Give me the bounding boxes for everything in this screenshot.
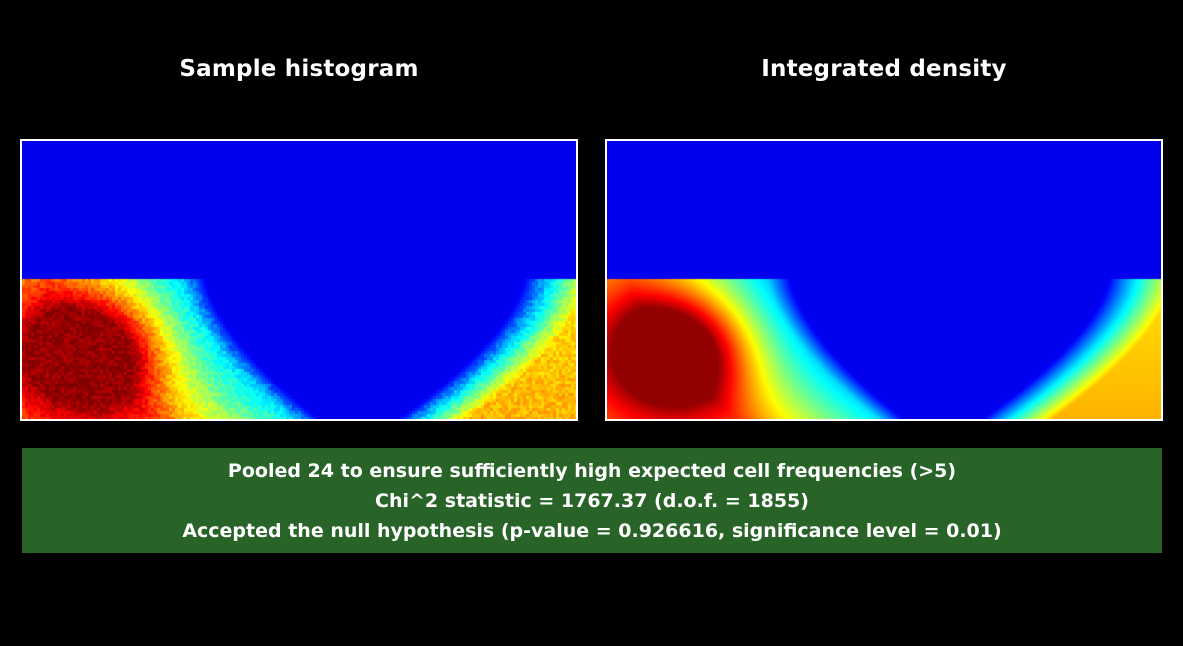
integrated-density-heatmap xyxy=(607,141,1161,419)
integrated-density-plot xyxy=(605,139,1163,421)
integrated-density-title: Integrated density xyxy=(761,56,1007,82)
chi-square-result-panel: Pooled 24 to ensure sufficiently high ex… xyxy=(22,448,1162,553)
sample-histogram-plot xyxy=(20,139,578,421)
sample-histogram-heatmap xyxy=(22,141,576,419)
sample-histogram-title: Sample histogram xyxy=(179,56,419,82)
hypothesis-result: Accepted the null hypothesis (p-value = … xyxy=(182,519,1002,542)
pooling-message: Pooled 24 to ensure sufficiently high ex… xyxy=(227,459,957,482)
chi-square-statistic: Chi^2 statistic = 1767.37 (d.o.f. = 1855… xyxy=(375,489,809,512)
